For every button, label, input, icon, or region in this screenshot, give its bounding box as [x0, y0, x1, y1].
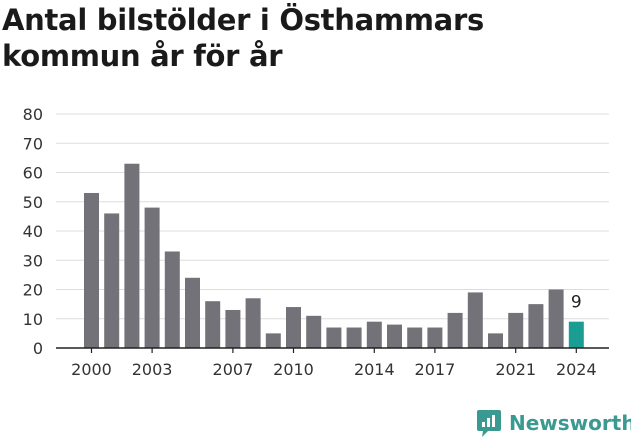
bar-2000: [84, 192, 99, 348]
x-tick-label: 2021: [495, 360, 536, 379]
bar-2017: [427, 327, 443, 348]
x-tick-label: 2024: [556, 360, 597, 379]
x-tick-label: 2003: [132, 360, 173, 379]
y-tick-label: 0: [33, 339, 43, 358]
bar-2019: [467, 292, 483, 348]
bar-2011: [306, 315, 322, 348]
bar-2021: [508, 312, 524, 348]
bar-2024: [568, 321, 584, 348]
brand-logo: Newsworthy: [476, 406, 631, 440]
bar-2015: [387, 324, 402, 348]
bar-2005: [185, 277, 200, 348]
bar-2020: [488, 333, 503, 348]
axes: [56, 347, 609, 353]
labels: 0 10 20 30 40 50 60 70 80 9 2000 2003 2007 2010 2014 20…: [23, 105, 597, 379]
y-tick-label: 70: [23, 134, 43, 153]
bar-2007: [225, 309, 241, 348]
bar-2002: [124, 163, 140, 348]
y-tick-label: 50: [23, 193, 43, 212]
x-tick-label: 2010: [273, 360, 314, 379]
y-tick-label: 10: [23, 310, 43, 329]
brand-name: Newsworthy: [509, 411, 631, 435]
bars: [84, 163, 584, 348]
x-tick-label: 2007: [213, 360, 254, 379]
bar-2013: [346, 327, 362, 348]
chart-title: Antal bilstölder i Östhammars kommun år …: [2, 3, 484, 73]
bar-2001: [104, 213, 120, 348]
bar-2012: [326, 327, 342, 348]
x-tick-label: 2000: [71, 360, 112, 379]
bar-2004: [164, 251, 180, 348]
bar-2014: [366, 321, 382, 348]
bar-2006: [205, 301, 221, 348]
y-tick-label: 80: [23, 105, 43, 124]
newsworthy-logo-icon: [477, 410, 501, 437]
x-tick-label: 2014: [354, 360, 395, 379]
bar-2023: [548, 289, 564, 348]
data-label-2024: 9: [571, 293, 582, 313]
bar-2008: [245, 298, 261, 348]
y-tick-label: 60: [23, 164, 43, 183]
y-tick-label: 30: [23, 251, 43, 270]
bar-2009: [265, 333, 281, 348]
bar-2010: [286, 307, 301, 348]
y-tick-label: 40: [23, 222, 43, 241]
y-tick-label: 20: [23, 281, 43, 300]
bar-2003: [144, 207, 160, 348]
x-tick-label: 2017: [415, 360, 456, 379]
bar-2016: [407, 327, 423, 348]
bar-2022: [528, 304, 544, 348]
bar-2018: [447, 312, 463, 348]
gridlines: [56, 113, 609, 320]
